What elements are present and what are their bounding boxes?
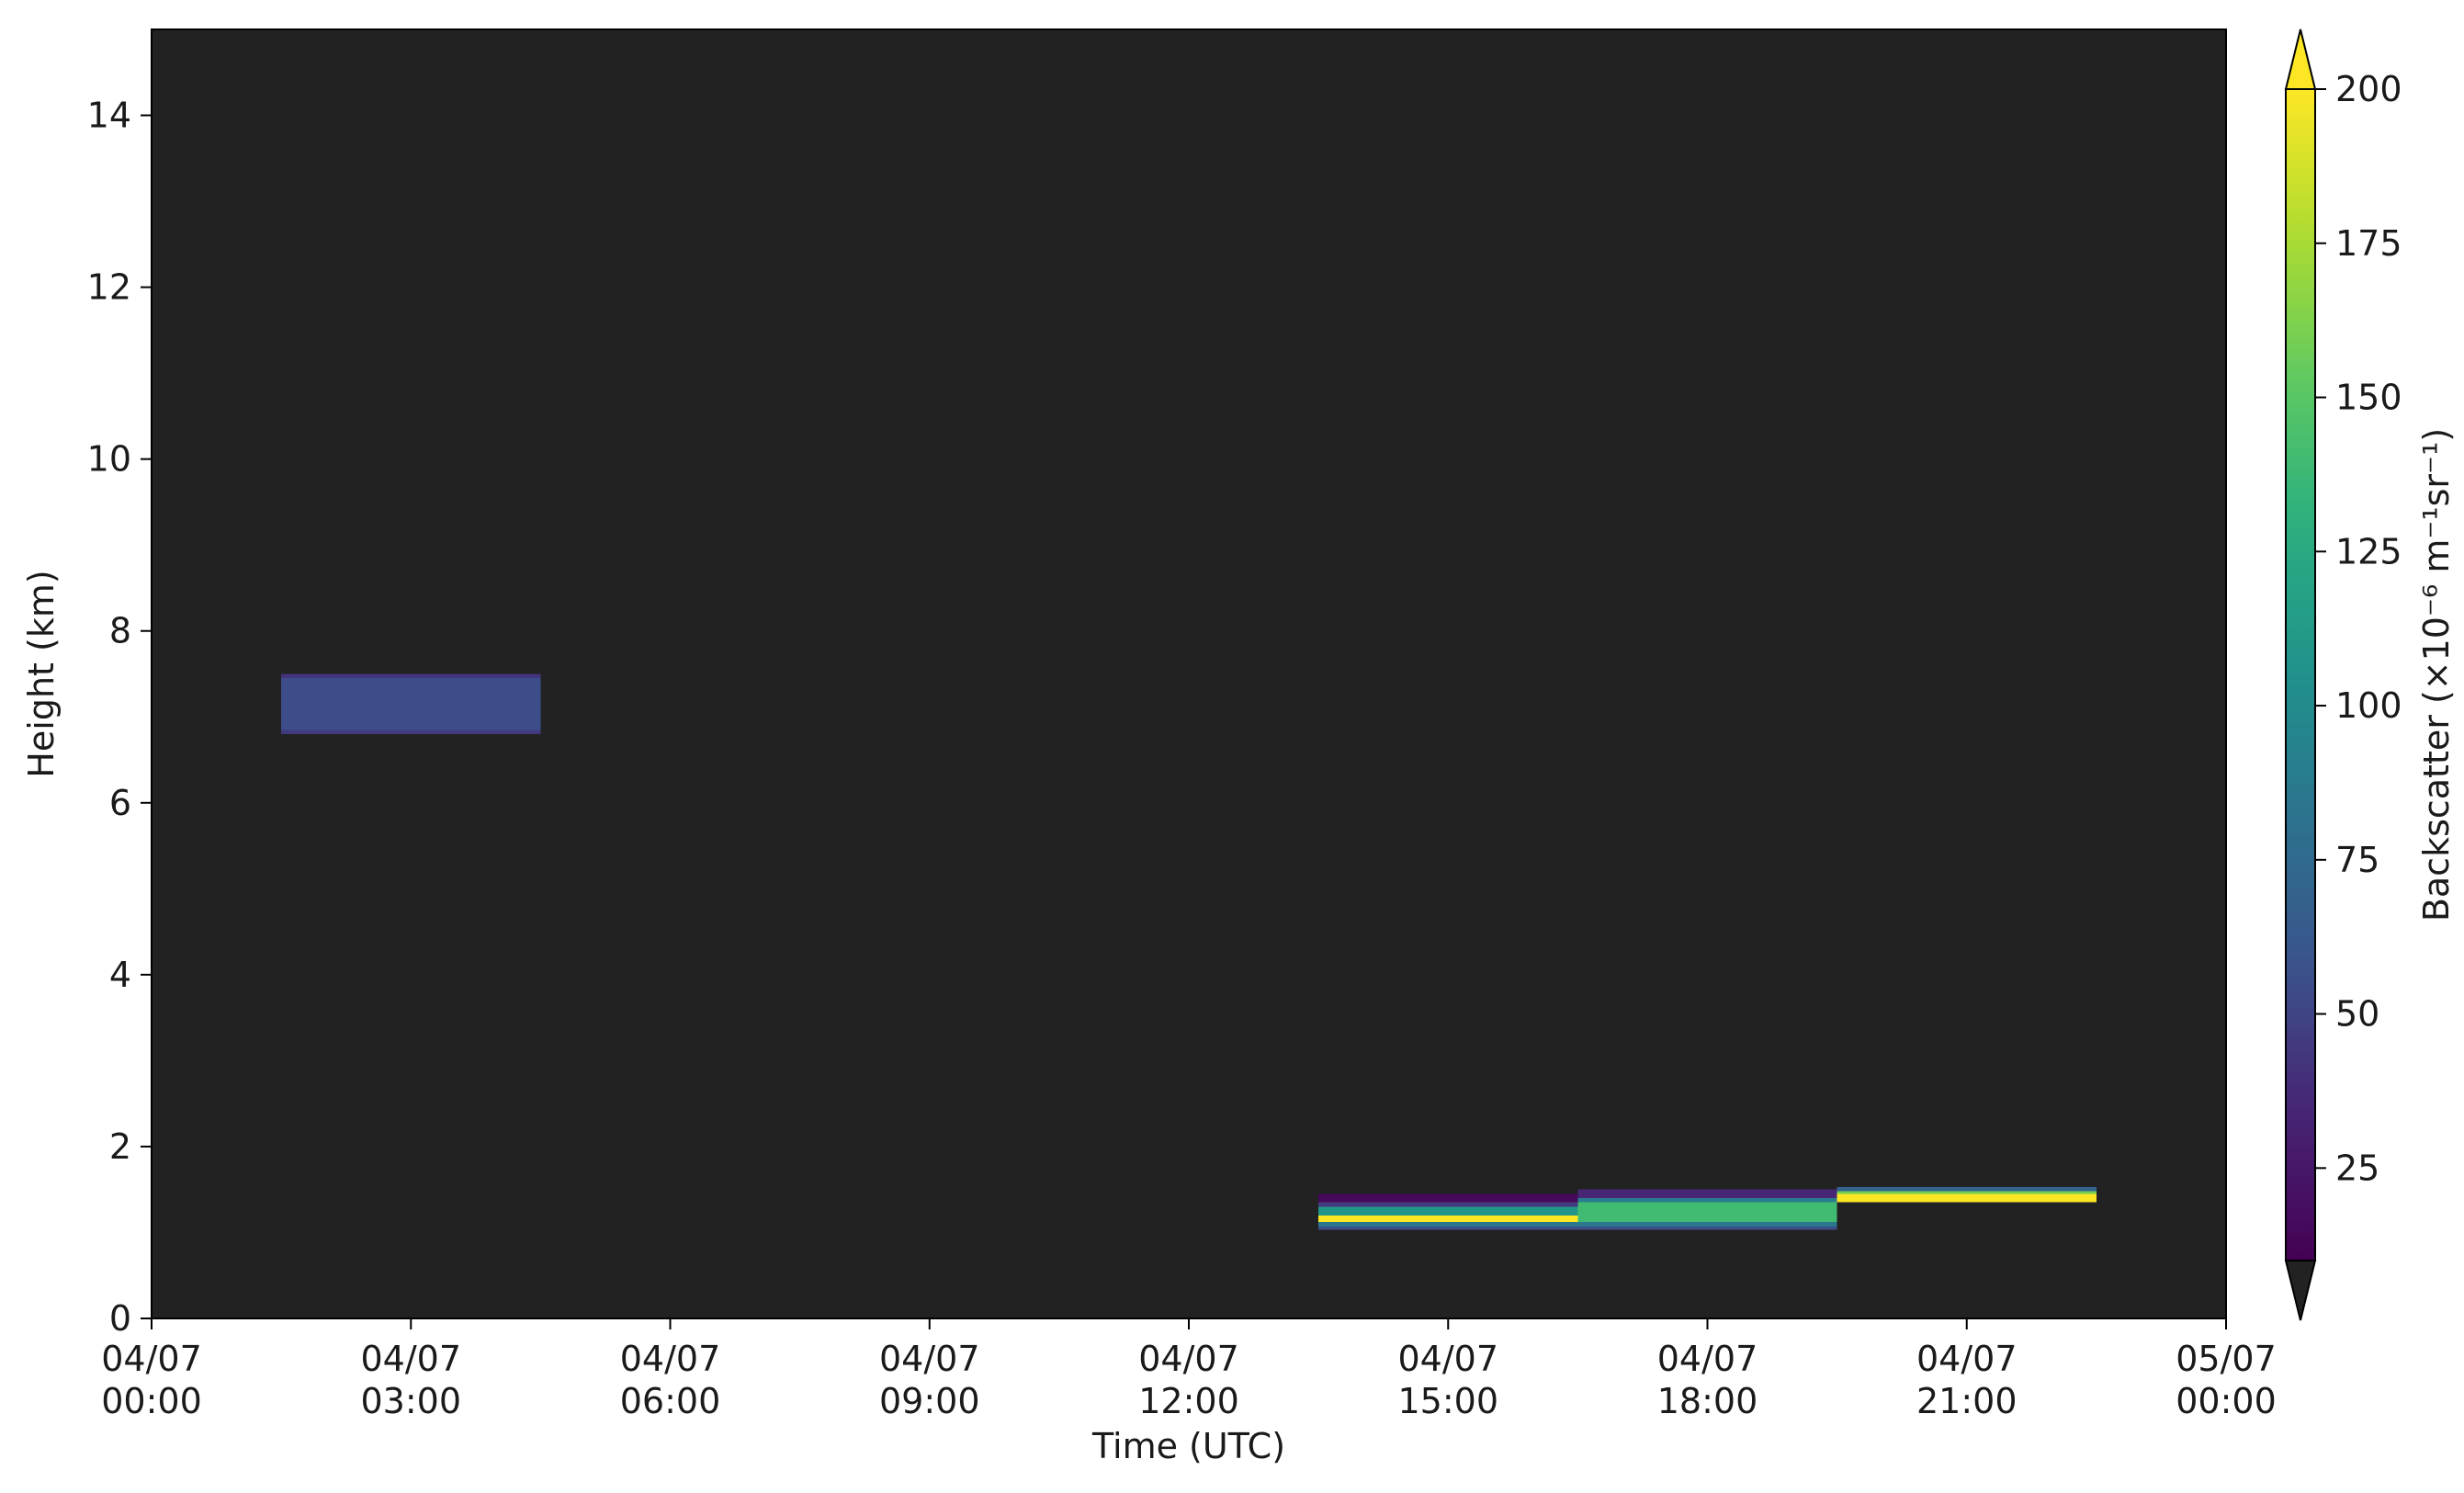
x-tick-label-date: 04/07 [1397,1339,1498,1379]
y-tick-label: 2 [109,1126,131,1167]
colorbar-tick-label: 75 [2335,840,2379,880]
x-tick-label-date: 04/07 [101,1339,202,1379]
heatmap-cell [1837,1186,2097,1192]
heatmap-cell [1577,1198,1837,1203]
x-axis-title: Time (UTC) [1091,1426,1285,1466]
x-tick-label-date: 04/07 [1657,1339,1758,1379]
colorbar-tick-label: 175 [2335,223,2402,264]
colorbar-tick-label: 50 [2335,994,2379,1035]
heatmap-cell [1318,1206,1578,1216]
heatmap-cell [1318,1193,1578,1203]
heatmap-cell [281,730,541,734]
colorbar-label: Backscatter (×10⁻⁶ m⁻¹sr⁻¹) [2416,428,2457,922]
x-tick-label-time: 09:00 [879,1381,980,1421]
x-tick-label-date: 04/07 [1138,1339,1239,1379]
y-tick-label: 8 [109,611,131,651]
x-tick-label-time: 06:00 [620,1381,721,1421]
x-tick-label-time: 03:00 [360,1381,461,1421]
colorbar-border [2285,88,2316,1261]
heatmap-cell [1318,1202,1578,1207]
y-tick-label: 12 [87,267,131,308]
x-tick-label-date: 04/07 [879,1339,980,1379]
heatmap-cell [1318,1226,1578,1230]
y-tick-label: 6 [109,783,131,823]
x-tick-label-time: 21:00 [1916,1381,2018,1421]
x-tick-label-time: 18:00 [1657,1381,1758,1421]
x-tick-label-date: 04/07 [620,1339,721,1379]
colorbar-extend-low [2284,1260,2317,1321]
y-tick-label: 4 [109,955,131,995]
y-axis: 0 2 4 6 8 10 12 14 [87,96,152,1339]
heatmap-cell [281,673,541,679]
heatmap-cell [1577,1222,1837,1227]
heatmap-cell [1577,1202,1837,1223]
heatmap-cell [1318,1215,1578,1223]
x-tick-label-time: 12:00 [1138,1381,1239,1421]
colorbar-tick-label: 200 [2335,69,2402,109]
y-tick-label: 0 [109,1298,131,1339]
colorbar-tick-label: 150 [2335,378,2402,418]
colorbar-gradient [2286,89,2315,1261]
y-tick-label: 14 [87,96,131,136]
x-tick-label-date: 04/07 [1916,1339,2018,1379]
heatmap-cells [281,673,2097,1230]
heatmap-cell [1837,1191,2097,1194]
heatmap-cell [1318,1222,1578,1227]
colorbar-tick-label: 100 [2335,685,2402,726]
x-axis: 04/0700:0004/0703:0004/0706:0004/0709:00… [101,1318,2277,1421]
y-tick-label: 10 [87,439,131,480]
heatmap-cell [1837,1193,2097,1203]
heatmap-cell [1577,1226,1837,1230]
y-axis-title: Height (km) [21,570,62,777]
x-tick-label-date: 05/07 [2176,1339,2277,1379]
x-tick-label-time: 15:00 [1397,1381,1498,1421]
colorbar: 25 50 75 100 125 150 175 200 [2284,28,2402,1321]
colorbar-extend-high [2284,28,2317,90]
x-tick-label-time: 00:00 [101,1381,202,1421]
colorbar-tick-label: 25 [2335,1148,2379,1188]
colorbar-tick-label: 125 [2335,531,2402,571]
x-tick-label-date: 04/07 [360,1339,461,1379]
heatmap-cell [1577,1189,1837,1199]
heatmap-cell [281,678,541,730]
x-tick-label-time: 00:00 [2176,1381,2277,1421]
